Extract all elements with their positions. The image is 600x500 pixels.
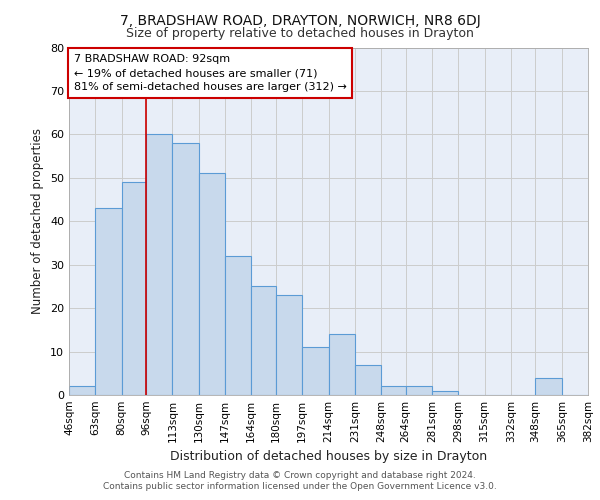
Bar <box>432 390 458 395</box>
Bar <box>276 295 302 395</box>
Text: 7 BRADSHAW ROAD: 92sqm
← 19% of detached houses are smaller (71)
81% of semi-det: 7 BRADSHAW ROAD: 92sqm ← 19% of detached… <box>74 54 347 92</box>
Bar <box>251 286 276 395</box>
Bar <box>329 334 355 395</box>
Bar <box>172 143 199 395</box>
Bar <box>199 174 225 395</box>
Bar <box>535 378 562 395</box>
Text: Size of property relative to detached houses in Drayton: Size of property relative to detached ho… <box>126 28 474 40</box>
X-axis label: Distribution of detached houses by size in Drayton: Distribution of detached houses by size … <box>170 450 487 464</box>
Bar <box>381 386 406 395</box>
Bar <box>146 134 172 395</box>
Bar <box>406 386 432 395</box>
Text: Contains public sector information licensed under the Open Government Licence v3: Contains public sector information licen… <box>103 482 497 491</box>
Y-axis label: Number of detached properties: Number of detached properties <box>31 128 44 314</box>
Bar <box>355 364 381 395</box>
Bar <box>302 347 329 395</box>
Bar <box>122 182 146 395</box>
Bar <box>225 256 251 395</box>
Text: 7, BRADSHAW ROAD, DRAYTON, NORWICH, NR8 6DJ: 7, BRADSHAW ROAD, DRAYTON, NORWICH, NR8 … <box>119 14 481 28</box>
Bar <box>69 386 95 395</box>
Text: Contains HM Land Registry data © Crown copyright and database right 2024.: Contains HM Land Registry data © Crown c… <box>124 471 476 480</box>
Bar <box>95 208 122 395</box>
